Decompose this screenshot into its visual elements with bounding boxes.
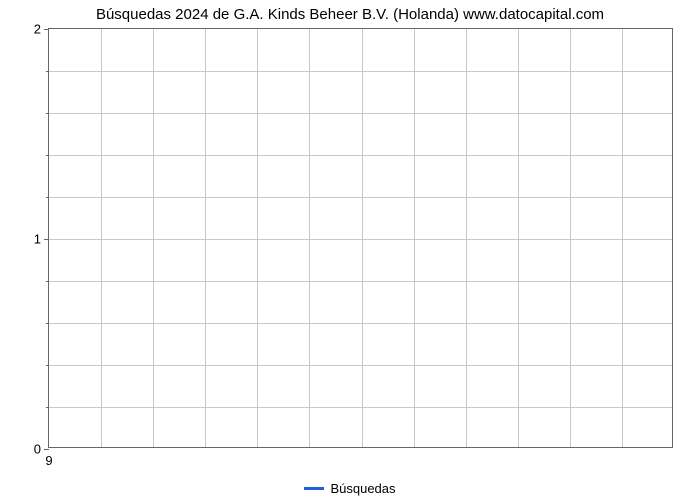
y-minor-tick-mark <box>46 155 49 156</box>
chart-title: Búsquedas 2024 de G.A. Kinds Beheer B.V.… <box>0 6 700 23</box>
y-tick-mark <box>44 29 49 30</box>
y-minor-tick-mark <box>46 197 49 198</box>
grid-line-vertical <box>622 29 623 447</box>
grid-line-vertical <box>414 29 415 447</box>
legend: Búsquedas <box>0 480 700 496</box>
grid-line-vertical <box>518 29 519 447</box>
chart-container: Búsquedas 2024 de G.A. Kinds Beheer B.V.… <box>0 0 700 500</box>
grid-line-vertical <box>205 29 206 447</box>
grid-line-horizontal <box>49 365 672 366</box>
y-minor-tick-mark <box>46 281 49 282</box>
grid-line-vertical <box>309 29 310 447</box>
grid-line-horizontal <box>49 239 672 240</box>
grid-line-horizontal <box>49 281 672 282</box>
grid-line-vertical <box>466 29 467 447</box>
grid-line-vertical <box>362 29 363 447</box>
grid-line-vertical <box>257 29 258 447</box>
grid-line-vertical <box>570 29 571 447</box>
grid-line-horizontal <box>49 197 672 198</box>
y-minor-tick-mark <box>46 365 49 366</box>
x-tick-label: 9 <box>45 447 52 468</box>
grid-line-horizontal <box>49 155 672 156</box>
legend-label: Búsquedas <box>330 481 395 496</box>
y-minor-tick-mark <box>46 113 49 114</box>
grid-line-horizontal <box>49 323 672 324</box>
y-tick-mark <box>44 239 49 240</box>
y-minor-tick-mark <box>46 407 49 408</box>
legend-swatch <box>304 487 324 490</box>
grid-line-horizontal <box>49 407 672 408</box>
y-minor-tick-mark <box>46 71 49 72</box>
grid-line-horizontal <box>49 113 672 114</box>
grid-line-vertical <box>153 29 154 447</box>
plot-area: 0129 <box>48 28 673 448</box>
grid-line-vertical <box>101 29 102 447</box>
y-minor-tick-mark <box>46 323 49 324</box>
grid-line-horizontal <box>49 71 672 72</box>
